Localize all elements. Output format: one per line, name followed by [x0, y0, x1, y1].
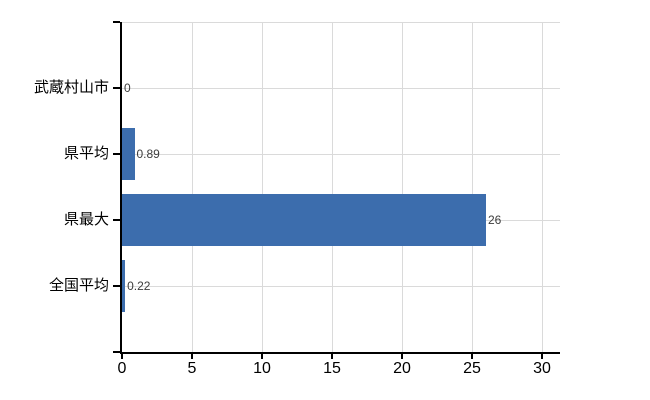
- x-tick-label: 15: [323, 360, 341, 377]
- x-tick-mark: [121, 354, 123, 359]
- y-tick-mark: [113, 21, 120, 23]
- category-label: 県最大: [63, 211, 109, 228]
- bar: [122, 260, 126, 312]
- vertical-gridline: [332, 22, 333, 352]
- y-tick-mark: [113, 285, 120, 287]
- bar: [122, 194, 486, 246]
- x-tick-mark: [261, 354, 263, 359]
- plot-top-border: [122, 22, 560, 23]
- y-tick-mark: [113, 87, 120, 89]
- x-tick-label: 5: [187, 360, 197, 377]
- horizontal-gridline: [122, 154, 560, 155]
- horizontal-gridline: [122, 286, 560, 287]
- value-label: 0.89: [136, 147, 160, 161]
- vertical-gridline: [402, 22, 403, 352]
- x-tick-label: 20: [393, 360, 411, 377]
- y-tick-mark: [113, 351, 120, 353]
- x-tick-mark: [331, 354, 333, 359]
- bar: [122, 128, 135, 180]
- y-axis: [120, 22, 122, 354]
- y-tick-mark: [113, 219, 120, 221]
- x-axis: [120, 352, 560, 354]
- category-label: 全国平均: [48, 277, 109, 294]
- category-label: 武蔵村山市: [33, 79, 109, 96]
- x-tick-mark: [401, 354, 403, 359]
- vertical-gridline: [542, 22, 543, 352]
- value-label: 26: [488, 213, 502, 227]
- y-tick-mark: [113, 153, 120, 155]
- x-tick-mark: [471, 354, 473, 359]
- vertical-gridline: [472, 22, 473, 352]
- value-label: 0: [124, 81, 131, 95]
- value-label: 0.22: [127, 279, 151, 293]
- x-tick-label: 10: [253, 360, 271, 377]
- x-tick-label: 25: [463, 360, 481, 377]
- x-tick-mark: [541, 354, 543, 359]
- x-tick-label: 30: [533, 360, 551, 377]
- vertical-gridline: [262, 22, 263, 352]
- vertical-gridline: [192, 22, 193, 352]
- x-tick-mark: [191, 354, 193, 359]
- x-tick-label: 0: [117, 360, 127, 377]
- horizontal-gridline: [122, 88, 560, 89]
- category-label: 県平均: [63, 145, 109, 162]
